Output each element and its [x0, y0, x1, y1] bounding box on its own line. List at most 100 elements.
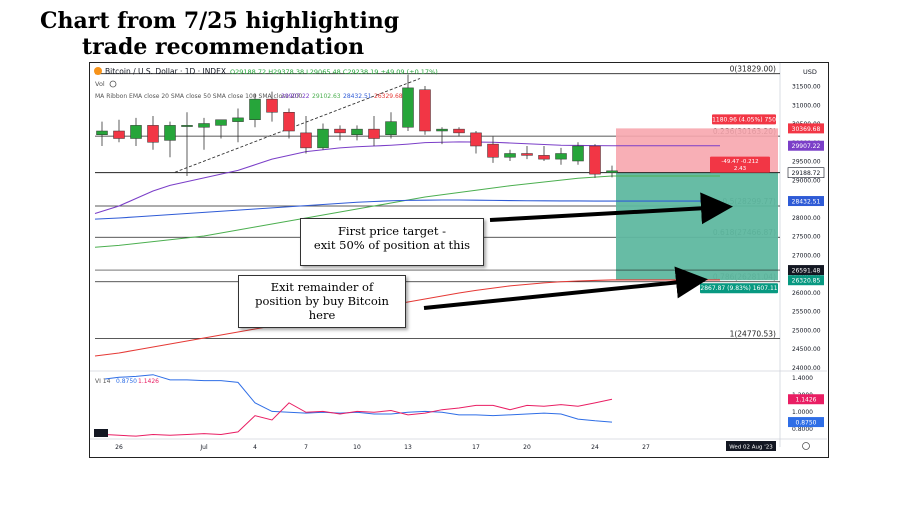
price-tag-bg-1	[788, 140, 824, 151]
vi-plus-tag-bg	[788, 417, 824, 428]
candle-body-25	[521, 153, 533, 156]
mid-label-2: 2.43	[734, 166, 747, 172]
candle-body-27	[555, 153, 567, 160]
y-tick-6: 27000.00	[792, 252, 821, 259]
y-tick-3: 25500.00	[792, 309, 821, 316]
ma-line-1	[94, 175, 720, 248]
ma-value-sma100: 28432.51	[343, 93, 372, 100]
vi-plus-value: 0.8750	[116, 378, 137, 385]
price-tag-bg-3	[788, 196, 824, 207]
fib-label-0: 0(31829.00)	[730, 65, 776, 74]
candle-body-8	[232, 117, 244, 122]
x-tick-9: 27	[642, 444, 650, 451]
candle-body-15	[351, 128, 363, 135]
date-tag: Wed 02 Aug '23	[729, 445, 773, 451]
stop-label-bg	[712, 114, 776, 125]
slide-title-line1: Chart from 7/25 highlighting	[40, 8, 400, 34]
candle-body-3	[147, 125, 159, 143]
x-tick-4: 10	[353, 444, 361, 451]
mid-label-1: -49.47 -0.212	[721, 159, 758, 165]
ma-value-sma50: 29102.63	[312, 93, 341, 100]
dashed-trend-line	[174, 78, 421, 173]
vi-minus-line	[104, 398, 613, 437]
ma-value-sma200: 26329.68	[374, 93, 403, 100]
x-tick-1: Jul	[199, 444, 208, 451]
stop-label: 1180.96 (4.05%) 750	[712, 116, 776, 123]
candle-body-19	[419, 89, 431, 132]
candle-body-20	[436, 128, 448, 132]
candle-body-29	[589, 145, 601, 175]
settings-gear-icon	[802, 442, 810, 450]
candle-body-17	[385, 121, 397, 135]
bitcoin-icon	[94, 67, 102, 75]
ma-value-ema20: 29907.22	[281, 93, 310, 100]
x-tick-3: 7	[304, 444, 308, 451]
chart-header: Bitcoin / U.S. Dollar · 1D · INDEX O2918…	[94, 67, 817, 100]
candle-body-2	[130, 125, 142, 139]
vi-minus-value: 1.1426	[138, 378, 159, 385]
candle-body-22	[470, 132, 482, 147]
mid-label-bg	[710, 156, 770, 173]
price-tag-1: 29907.22	[792, 143, 821, 150]
candle-body-16	[368, 128, 380, 139]
callout-remainder-line2: position by buy Bitcoin	[255, 294, 389, 308]
price-tag-bg-4	[788, 265, 824, 276]
ma-line-3	[94, 279, 720, 357]
slide-title: Chart from 7/25 highlighting trade recom…	[40, 8, 460, 60]
slide-title-line2: trade recommendation	[82, 34, 365, 60]
vortex-indicator: VI 140.87501.14261.40001.20001.00000.800…	[94, 374, 824, 437]
vi-minus-tag: 1.1426	[796, 397, 817, 404]
candle-body-28	[572, 145, 584, 162]
currency-label[interactable]: USD	[803, 68, 817, 76]
y-tick-14: 31000.00	[792, 102, 821, 109]
ma-ribbon-label: MA Ribbon EMA close 20 SMA close 50 SMA …	[95, 93, 303, 100]
candle-body-30	[606, 170, 618, 173]
date-tag-bg	[726, 441, 776, 451]
chart-svg[interactable]: 0(31829.00)0.236(30163.20)0.5(28299.77)0…	[90, 63, 827, 456]
y-tick-11: 29500.00	[792, 159, 821, 166]
grid	[90, 63, 827, 447]
chart-frame[interactable]: 0(31829.00)0.236(30163.20)0.5(28299.77)0…	[89, 62, 829, 458]
candle-body-4	[164, 125, 176, 141]
candle-body-21	[453, 128, 465, 134]
x-tick-7: 20	[523, 444, 531, 451]
callout-first-target-line1: First price target -	[337, 224, 447, 238]
target-zone	[616, 172, 778, 281]
price-tag-bg-2	[787, 167, 825, 178]
vi-tick-2: 1.0000	[792, 409, 813, 416]
candle-body-26	[538, 155, 550, 160]
symbol-label: Bitcoin / U.S. Dollar · 1D · INDEX	[105, 67, 226, 76]
ohlc-readout: O29188.72 H29378.38 L29065.48 C29238.19 …	[230, 68, 438, 76]
callout-remainder: Exit remainder of position by buy Bitcoi…	[238, 275, 406, 328]
vi-plus-tag: 0.8750	[796, 420, 817, 427]
y-tick-10: 29000.00	[792, 177, 821, 184]
price-tag-3: 28432.51	[792, 199, 821, 206]
vi-tick-3: 0.8000	[792, 426, 813, 433]
candle-body-23	[487, 143, 499, 158]
y-tick-15: 31500.00	[792, 84, 821, 91]
eye-icon[interactable]	[109, 80, 117, 88]
candle-body-5	[181, 125, 193, 127]
price-tag-bg-0	[788, 123, 824, 134]
vi-minus-tag-bg	[788, 394, 824, 405]
candle-body-1	[113, 130, 125, 139]
target-label: 2867.87 (9.83%) 1607.11	[700, 285, 777, 292]
candle-body-9	[249, 98, 261, 120]
y-tick-7: 27500.00	[792, 234, 821, 241]
price-tag-2: 29188.72	[792, 170, 821, 177]
x-tick-0: 26	[115, 444, 123, 451]
fib-label-5: 1(24770.53)	[730, 329, 776, 338]
y-tick-1: 24500.00	[792, 346, 821, 353]
target-label-bg	[700, 283, 778, 294]
vol-label: Vol	[95, 80, 105, 88]
candle-body-0	[96, 130, 108, 135]
price-tag-5: 26320.85	[792, 278, 821, 285]
candle-body-7	[215, 119, 227, 126]
y-tick-0: 24000.00	[792, 365, 821, 372]
x-tick-6: 17	[472, 444, 480, 451]
price-tag-bg-5	[788, 275, 824, 286]
vi-tick-0: 1.4000	[792, 375, 813, 382]
y-tick-2: 25000.00	[792, 327, 821, 334]
price-axis: 24000.00 24500.00 25000.00 25500.00 26000.00…	[787, 84, 825, 372]
